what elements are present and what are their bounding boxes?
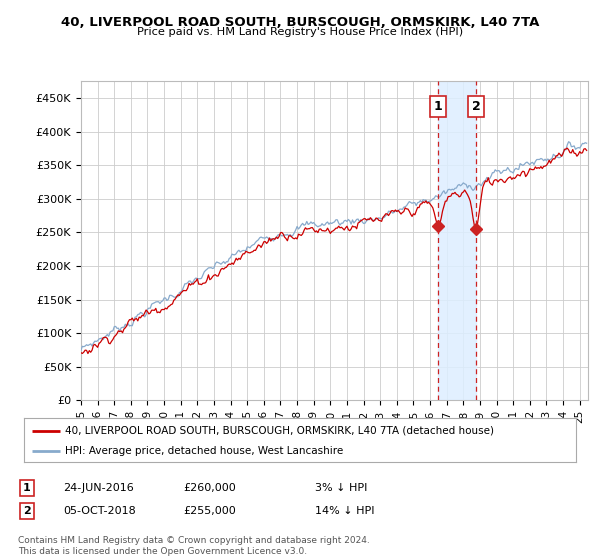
Text: 3% ↓ HPI: 3% ↓ HPI: [315, 483, 367, 493]
Text: 40, LIVERPOOL ROAD SOUTH, BURSCOUGH, ORMSKIRK, L40 7TA (detached house): 40, LIVERPOOL ROAD SOUTH, BURSCOUGH, ORM…: [65, 426, 494, 436]
Text: 2: 2: [472, 100, 481, 113]
Text: Price paid vs. HM Land Registry's House Price Index (HPI): Price paid vs. HM Land Registry's House …: [137, 27, 463, 37]
Text: 2: 2: [23, 506, 31, 516]
Text: 1: 1: [434, 100, 442, 113]
Text: 1: 1: [23, 483, 31, 493]
Text: Contains HM Land Registry data © Crown copyright and database right 2024.
This d: Contains HM Land Registry data © Crown c…: [18, 536, 370, 556]
Text: 24-JUN-2016: 24-JUN-2016: [63, 483, 134, 493]
Bar: [438, 81, 476, 400]
Text: £260,000: £260,000: [183, 483, 236, 493]
Text: £255,000: £255,000: [183, 506, 236, 516]
Text: 05-OCT-2018: 05-OCT-2018: [63, 506, 136, 516]
Text: 40, LIVERPOOL ROAD SOUTH, BURSCOUGH, ORMSKIRK, L40 7TA: 40, LIVERPOOL ROAD SOUTH, BURSCOUGH, ORM…: [61, 16, 539, 29]
Text: 14% ↓ HPI: 14% ↓ HPI: [315, 506, 374, 516]
Text: HPI: Average price, detached house, West Lancashire: HPI: Average price, detached house, West…: [65, 446, 344, 456]
